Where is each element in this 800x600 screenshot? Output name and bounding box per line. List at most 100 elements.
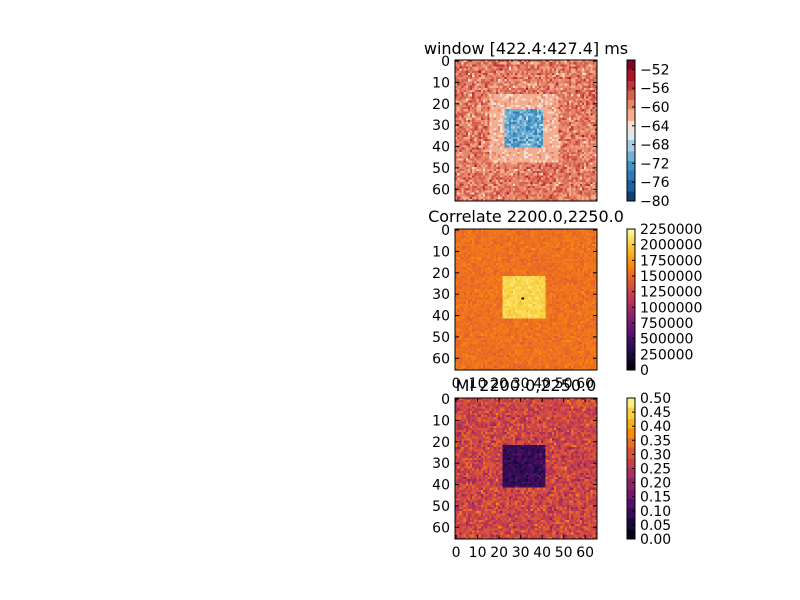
heatmap-cell: [504, 62, 508, 65]
heatmap-cell: [517, 121, 520, 125]
heatmap-cell: [575, 147, 579, 151]
heatmap-cell: [502, 126, 505, 129]
heatmap-cell: [584, 186, 587, 189]
heatmap-cell: [455, 107, 458, 110]
heatmap-cell: [502, 194, 505, 198]
heatmap-cell: [590, 94, 594, 97]
heatmap-cell: [564, 196, 568, 200]
heatmap-cell: [558, 126, 561, 129]
heatmap-cell: [504, 81, 508, 84]
heatmap-cell: [480, 83, 484, 87]
heatmap-cell: [588, 171, 591, 174]
heatmap-cell: [553, 124, 557, 127]
heatmap-cell: [564, 188, 568, 191]
heatmap-cell: [521, 173, 525, 176]
heatmap-cell: [465, 147, 469, 151]
heatmap-cell: [487, 102, 490, 106]
heatmap-cell: [584, 231, 587, 234]
heatmap-cell: [474, 139, 477, 142]
heatmap-cell: [517, 145, 520, 148]
heatmap-cell: [532, 141, 535, 144]
colorbar-tick-label: −56: [640, 81, 670, 97]
heatmap-cell: [594, 183, 598, 187]
heatmap-cell: [571, 229, 574, 232]
heatmap-cell: [594, 192, 598, 195]
heatmap-cell: [461, 186, 464, 189]
heatmap-cell: [547, 72, 551, 76]
heatmap-cell: [584, 100, 587, 104]
heatmap-cell: [457, 164, 460, 168]
heatmap-cell: [577, 60, 581, 63]
heatmap-cell: [564, 81, 568, 84]
heatmap-cell: [491, 117, 495, 121]
heatmap-cell: [538, 139, 542, 142]
heatmap-cell: [495, 85, 499, 89]
heatmap-cell: [541, 175, 544, 178]
heatmap-cell: [476, 181, 480, 185]
heatmap-cell: [489, 231, 492, 234]
heatmap-cell: [534, 141, 538, 144]
heatmap-cell: [547, 241, 551, 245]
heatmap-cell: [590, 147, 594, 151]
heatmap-cell: [476, 231, 480, 234]
heatmap-cell: [549, 177, 553, 181]
heatmap-cell: [461, 136, 464, 140]
heatmap-cell: [500, 83, 503, 87]
heatmap-cell: [463, 81, 467, 84]
heatmap-cell: [485, 107, 488, 110]
heatmap-cell: [564, 229, 568, 232]
heatmap-cell: [489, 188, 492, 191]
heatmap-cell: [588, 94, 591, 97]
heatmap-cell: [556, 156, 559, 159]
heatmap-cell: [461, 111, 464, 114]
heatmap-cell: [579, 149, 583, 153]
colorbar-segment: [627, 146, 635, 150]
heatmap-cell: [500, 151, 503, 155]
heatmap-cell: [530, 68, 533, 72]
heatmap-cell: [474, 87, 477, 91]
heatmap-cell: [493, 158, 497, 161]
heatmap-cell: [489, 147, 492, 151]
heatmap-cell: [558, 104, 561, 108]
heatmap-cell: [495, 104, 499, 108]
heatmap-cell: [500, 89, 503, 93]
heatmap-cell: [510, 94, 514, 97]
heatmap-cell: [491, 196, 495, 200]
heatmap-cell: [571, 136, 574, 140]
heatmap-cell: [463, 62, 467, 65]
heatmap-cell: [592, 136, 596, 140]
heatmap-cell: [455, 66, 458, 69]
heatmap-cell: [474, 100, 477, 104]
heatmap-cell: [547, 68, 551, 72]
heatmap-cell: [480, 149, 484, 153]
heatmap-cell: [478, 130, 482, 134]
heatmap-cell: [491, 231, 495, 234]
heatmap-cell: [577, 117, 581, 121]
heatmap-cell: [528, 72, 531, 76]
heatmap-cell: [495, 64, 499, 67]
heatmap-cell: [581, 109, 585, 112]
heatmap-cell: [545, 77, 548, 80]
heatmap-cell: [592, 156, 596, 159]
heatmap-cell: [541, 149, 544, 153]
heatmap-cell: [590, 188, 594, 191]
heatmap-cell: [571, 241, 574, 245]
heatmap-cell: [500, 171, 503, 174]
heatmap-cell: [575, 186, 579, 189]
heatmap-cell: [478, 233, 482, 236]
heatmap-cell: [493, 89, 497, 93]
heatmap-cell: [513, 237, 516, 241]
heatmap-cell: [569, 164, 572, 168]
heatmap-cell: [461, 64, 464, 67]
heatmap-cell: [590, 239, 594, 243]
heatmap-cell: [495, 134, 499, 138]
heatmap-cell: [579, 102, 583, 106]
heatmap-cell: [478, 166, 482, 170]
heatmap-cell: [519, 98, 523, 101]
heatmap-cell: [510, 183, 514, 187]
heatmap-cell: [566, 102, 570, 106]
heatmap-cell: [463, 154, 467, 157]
heatmap-cell: [581, 198, 585, 202]
heatmap-cell: [551, 243, 555, 247]
heatmap-cell: [517, 85, 520, 89]
